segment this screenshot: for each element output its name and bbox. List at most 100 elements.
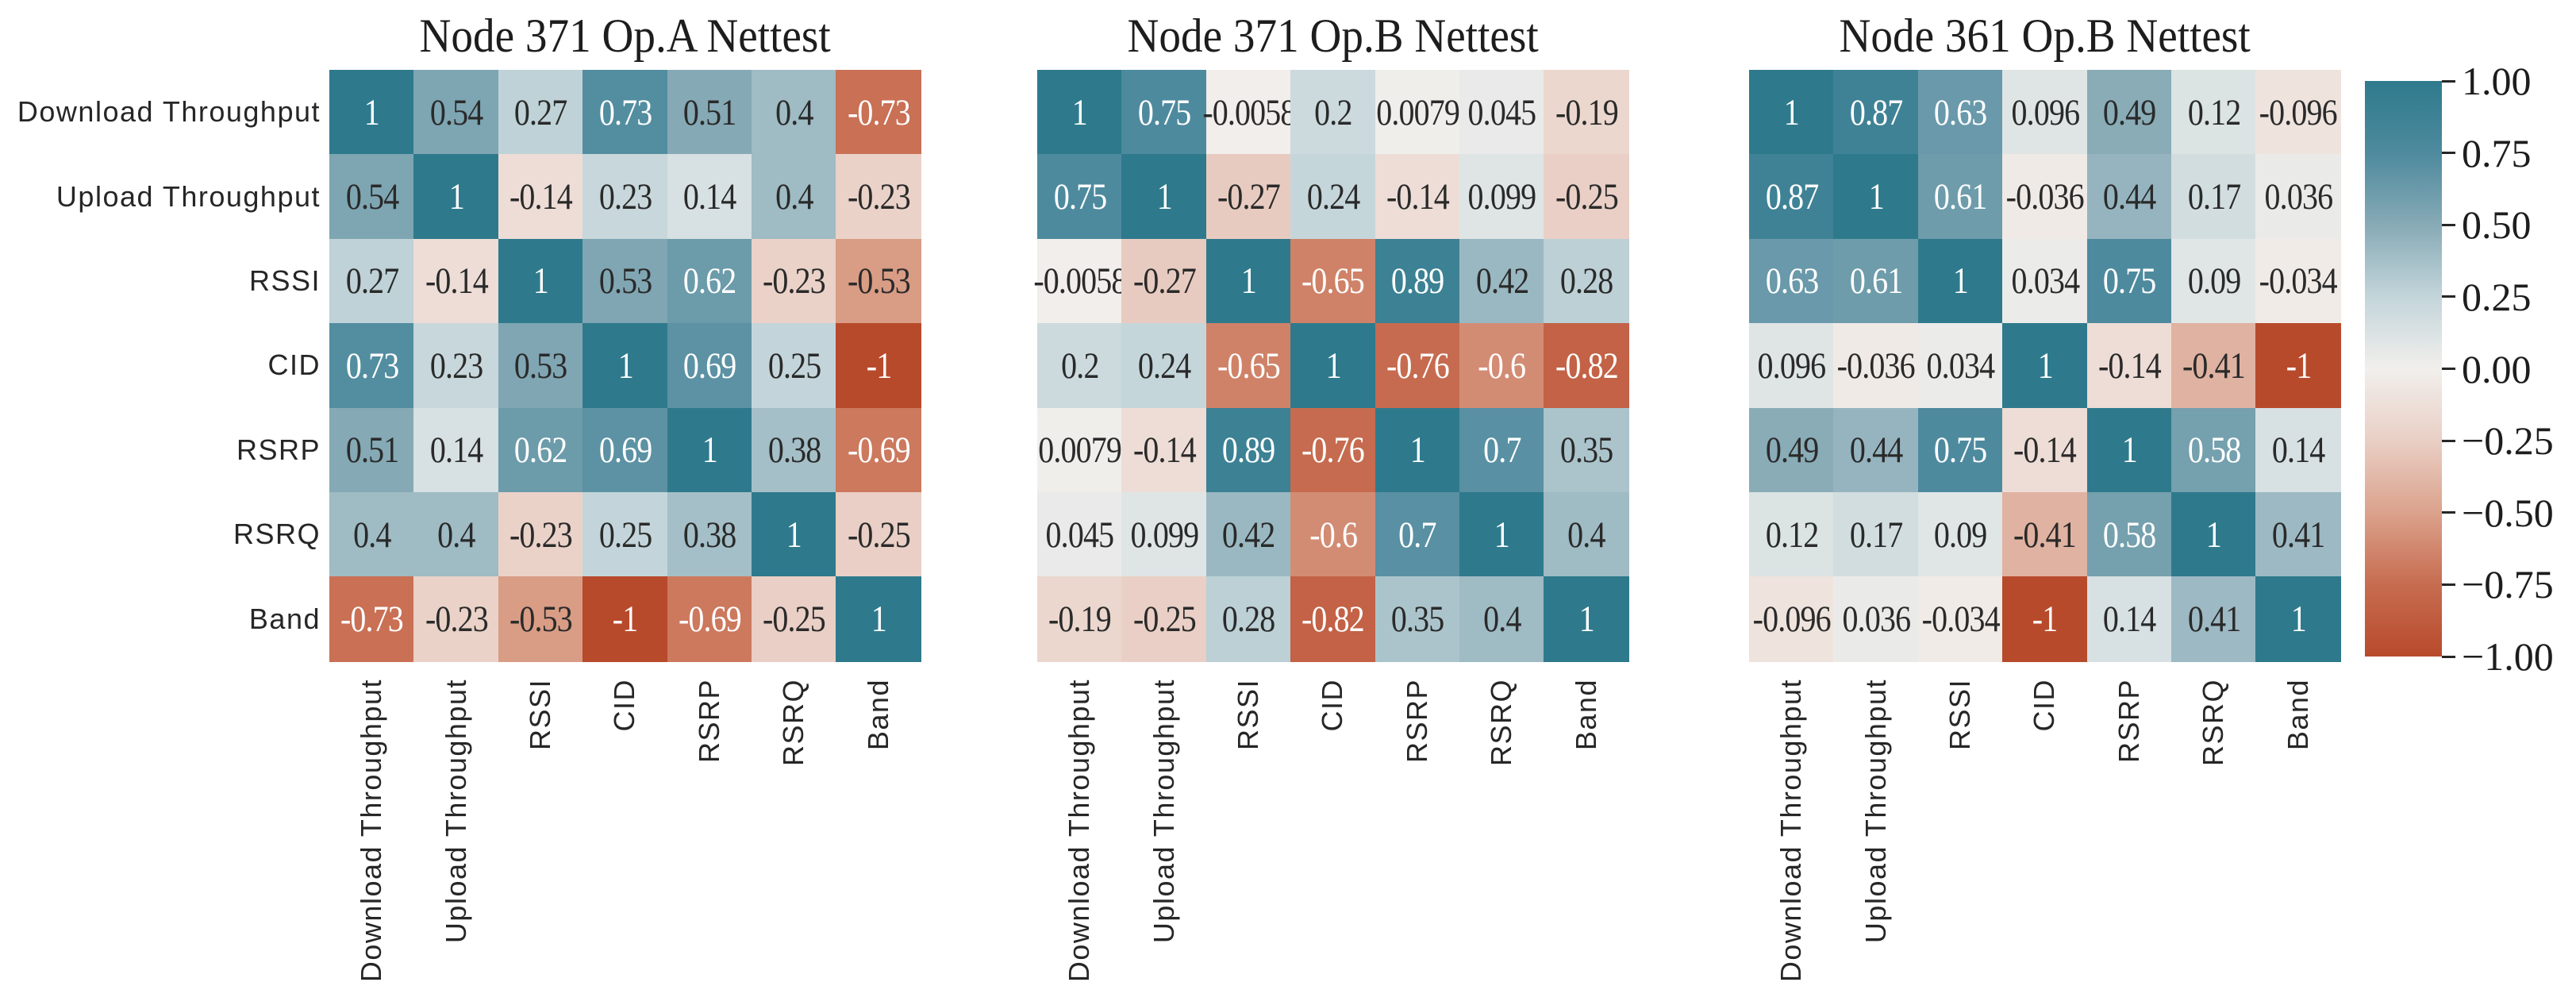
- y-axis-label: Band: [248, 602, 321, 635]
- heatmap-cell: 0.49: [2086, 70, 2172, 156]
- cell-value: -0.034: [2259, 260, 2338, 302]
- heatmap-cell: -0.19: [1544, 70, 1629, 156]
- cell-value: 1: [2037, 345, 2053, 387]
- heatmap-cell: -0.034: [1917, 576, 2004, 662]
- cell-value: 0.4: [1567, 514, 1605, 556]
- cell-value: -1: [866, 345, 891, 387]
- heatmap-cell: 1: [1375, 407, 1460, 493]
- heatmap-cell: 0.51: [667, 70, 752, 156]
- heatmap-chart: Node 361 Op.B Nettest 1 0.87 0.63 0.096 0.49 0…: [1749, 0, 2341, 1005]
- cell-value: -0.82: [1555, 345, 1619, 387]
- heatmap-cell: 0.23: [582, 154, 668, 240]
- cell-value: -0.14: [1132, 429, 1197, 472]
- heatmap-cell: 1: [1833, 154, 1919, 240]
- heatmap-cell: 0.63: [1749, 238, 1835, 325]
- cell-value: 0.35: [1391, 599, 1444, 641]
- heatmap-cell: 0.4: [752, 154, 837, 240]
- chart-title: Node 361 Op.B Nettest: [1749, 10, 2340, 62]
- heatmap-cell: 1: [2002, 323, 2088, 409]
- x-tick-slot: Download Throughput: [329, 679, 413, 996]
- cell-value: 0.17: [1849, 514, 1903, 556]
- heatmap-cell: 1: [1459, 492, 1545, 578]
- heatmap-cell: 0.75: [1917, 407, 2004, 493]
- colorbar-tick-label: 0.25: [2462, 274, 2532, 319]
- cell-value: 0.14: [2271, 429, 2325, 472]
- heatmap-cell: 0.75: [2086, 238, 2172, 325]
- heatmap-cell: 0.44: [2086, 154, 2172, 240]
- chart-title-text: Node 371 Op.A Nettest: [419, 10, 831, 62]
- cell-value: -0.19: [1555, 91, 1619, 133]
- cell-value: 0.73: [345, 345, 398, 387]
- cell-value: -0.76: [1386, 345, 1450, 387]
- cell-value: -0.6: [1478, 345, 1527, 387]
- heatmap-cell: 0.4: [413, 492, 499, 578]
- x-tick-slot: RSRQ: [1459, 679, 1544, 996]
- heatmap-cell: 0.53: [498, 323, 584, 409]
- cell-value: -1: [2032, 599, 2058, 641]
- heatmap-cell: -0.036: [2002, 154, 2088, 240]
- cell-value: -0.69: [847, 429, 911, 472]
- colorbar-tick-label: 0.00: [2462, 346, 2532, 391]
- heatmap-cell: 1: [2255, 576, 2341, 662]
- colorbar-tick-label: −0.25: [2462, 418, 2554, 464]
- cell-value: 0.89: [1222, 429, 1275, 472]
- heatmap-cell: 0.14: [2086, 576, 2172, 662]
- heatmap-cell: -0.53: [498, 576, 584, 662]
- cell-value: 1: [1240, 260, 1257, 302]
- heatmap-cell: 0.62: [498, 407, 584, 493]
- heatmap-grid: 1 0.87 0.63 0.096 0.49 0.12 -0.096 0.87 1 0.61 -0.…: [1749, 70, 2341, 662]
- heatmap-cell: 1: [582, 323, 668, 409]
- cell-value: 0.096: [1757, 345, 1826, 387]
- heatmap-cell: 0.61: [1833, 238, 1919, 325]
- heatmap-cell: -0.14: [498, 154, 584, 240]
- heatmap-cell: -0.096: [1749, 576, 1835, 662]
- cell-value: 0.27: [345, 260, 398, 302]
- x-axis-label: Band: [861, 679, 894, 751]
- heatmap-cell: -0.034: [2255, 238, 2341, 325]
- heatmap-cell: -0.14: [1121, 407, 1207, 493]
- cell-value: 0.53: [514, 345, 567, 387]
- x-axis-label: Band: [2281, 679, 2314, 751]
- heatmap-cell: 0.61: [1917, 154, 2004, 240]
- heatmap-cell: 0.2: [1290, 70, 1376, 156]
- cell-value: -0.27: [1217, 176, 1281, 218]
- cell-value: -0.25: [847, 514, 911, 556]
- cell-value: -0.036: [2005, 176, 2085, 218]
- heatmap-cell: 0.75: [1121, 70, 1207, 156]
- cell-value: 0.28: [1222, 599, 1275, 641]
- heatmap-cell: 1: [2086, 407, 2172, 493]
- x-axis-label: CID: [1316, 679, 1349, 732]
- x-tick-slot: CID: [2002, 679, 2086, 996]
- cell-value: -0.14: [1386, 176, 1450, 218]
- chart-title: Node 371 Op.A Nettest: [329, 10, 921, 62]
- cell-value: 0.2: [1060, 345, 1099, 387]
- cell-value: 0.63: [1765, 260, 1818, 302]
- cell-value: 0.25: [598, 514, 652, 556]
- heatmap-cell: 0.034: [2002, 238, 2088, 325]
- colorbar-tick-label: 0.50: [2462, 202, 2532, 248]
- cell-value: 0.0079: [1038, 429, 1122, 472]
- heatmap-cell: 1: [1037, 70, 1123, 156]
- heatmap-cell: -0.69: [667, 576, 752, 662]
- cell-value: 0.2: [1314, 91, 1352, 133]
- heatmap-cell: 0.54: [413, 70, 499, 156]
- heatmap-cell: 1: [329, 70, 415, 156]
- colorbar-tick-label: −1.00: [2462, 634, 2554, 679]
- cell-value: 0.58: [2187, 429, 2240, 472]
- heatmap-cell: 0.24: [1290, 154, 1376, 240]
- x-tick-slot: Download Throughput: [1749, 679, 1833, 996]
- heatmap-cell: 0.0079: [1037, 407, 1123, 493]
- heatmap-cell: 0.41: [2255, 492, 2341, 578]
- cell-value: 1: [617, 345, 633, 387]
- x-tick-slot: RSRP: [2087, 679, 2171, 996]
- cell-value: 0.87: [1765, 176, 1818, 218]
- heatmap-cell: 0.75: [1037, 154, 1123, 240]
- cell-value: 1: [2290, 599, 2307, 641]
- heatmap-cell: -0.25: [1544, 154, 1629, 240]
- heatmap-cell: 0.036: [2255, 154, 2341, 240]
- heatmap-cell: 0.12: [1749, 492, 1835, 578]
- heatmap-cell: 0.54: [329, 154, 415, 240]
- y-axis-label: RSRQ: [233, 518, 321, 551]
- chart-title-text: Node 371 Op.B Nettest: [1127, 10, 1539, 62]
- cell-value: 0.62: [683, 260, 736, 302]
